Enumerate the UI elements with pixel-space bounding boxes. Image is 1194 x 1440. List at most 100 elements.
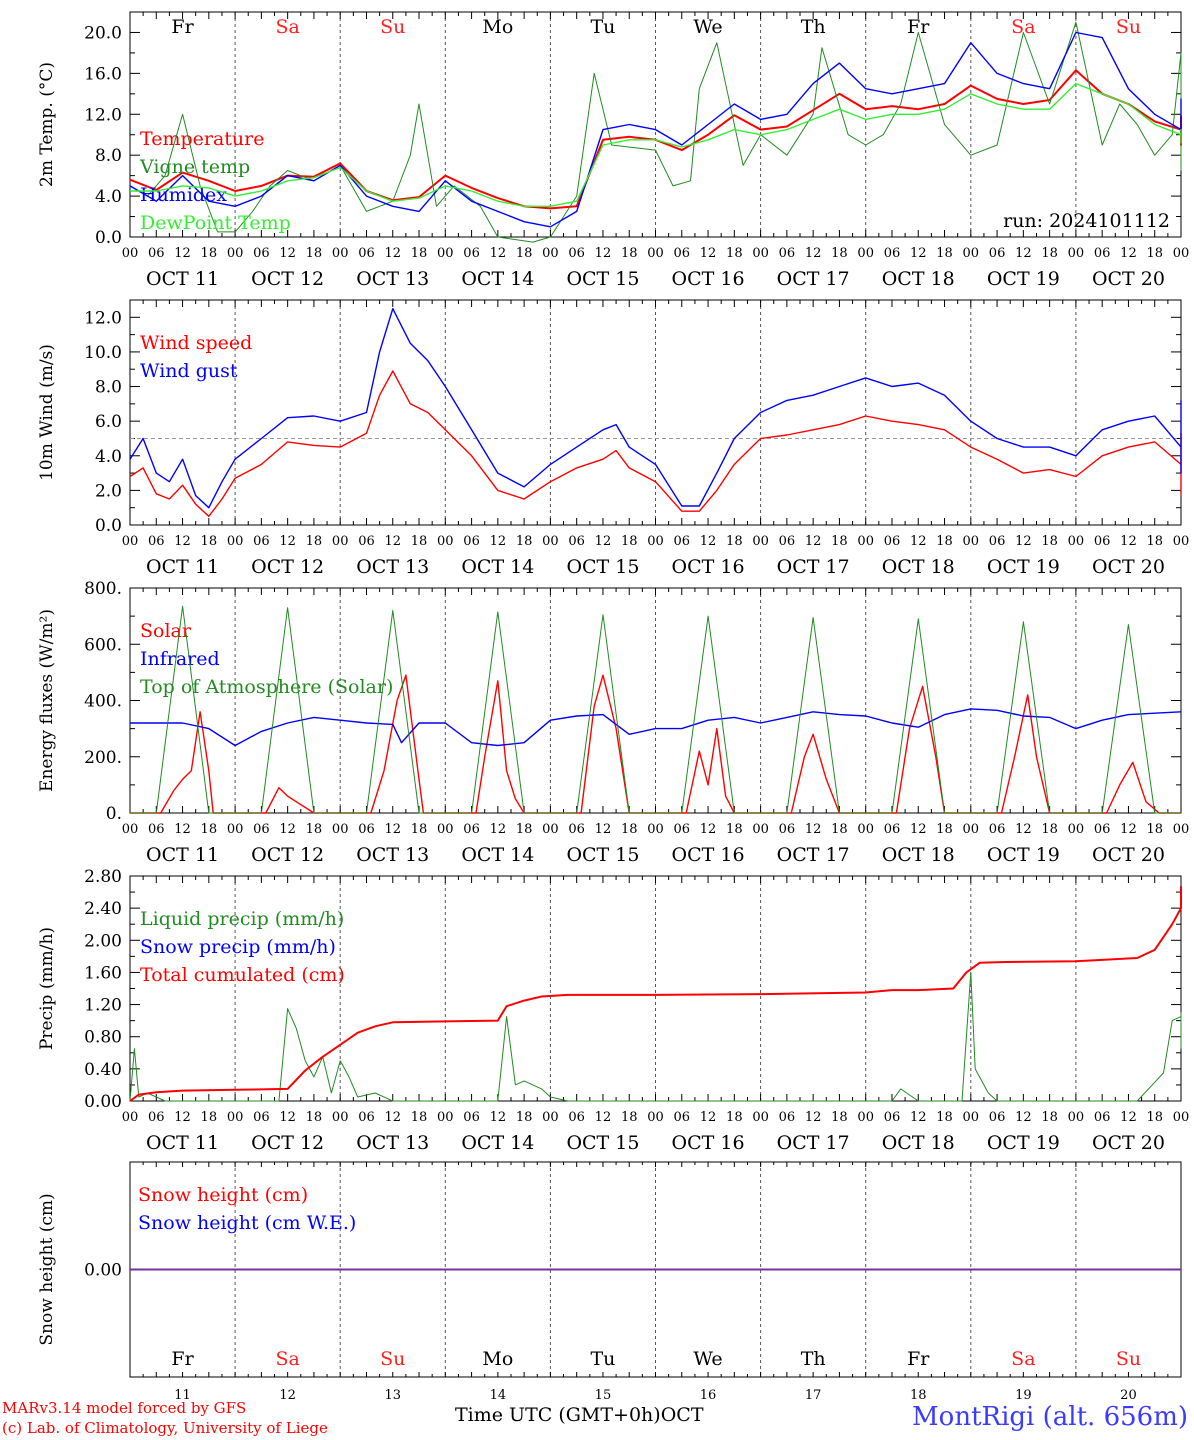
hour-tick-label: 18 xyxy=(411,1110,428,1125)
hour-tick-label: 12 xyxy=(595,534,612,549)
date-tick-label: OCT 17 xyxy=(777,268,850,290)
series-line xyxy=(129,69,1182,210)
y-tick-label: 1.60 xyxy=(84,963,122,983)
weekday-label: Mo xyxy=(482,16,513,38)
hour-tick-label: 12 xyxy=(910,822,927,837)
y-tick-label: 0.00 xyxy=(84,1092,122,1112)
hour-tick-label: 00 xyxy=(332,246,349,261)
weekday-label: Fr xyxy=(171,16,194,38)
legend-entry: Snow height (cm) xyxy=(138,1184,308,1206)
legend-entry: Temperature xyxy=(140,128,264,150)
hour-tick-label: 12 xyxy=(490,246,507,261)
hour-tick-label: 06 xyxy=(884,822,901,837)
y-tick-label: 6.0 xyxy=(95,412,122,432)
hour-tick-label: 12 xyxy=(174,822,191,837)
y-tick-label: 20.0 xyxy=(84,23,122,43)
weekday-label: Sa xyxy=(275,1348,299,1370)
series-line xyxy=(129,971,1182,1102)
hour-tick-label: 06 xyxy=(358,822,375,837)
hour-tick-label: 18 xyxy=(201,246,218,261)
hour-tick-label: 12 xyxy=(805,822,822,837)
hour-tick-label: 12 xyxy=(490,534,507,549)
hour-tick-label: 00 xyxy=(647,1110,664,1125)
hour-tick-label: 00 xyxy=(227,246,244,261)
plot-frame xyxy=(129,299,1182,526)
weekday-label: Fr xyxy=(907,1348,930,1370)
hour-tick-label: 06 xyxy=(568,534,585,549)
hour-tick-label: 00 xyxy=(332,1110,349,1125)
hour-tick-label: 00 xyxy=(542,534,559,549)
day-number-label: 11 xyxy=(174,1388,191,1403)
legend-entry: Vigne temp xyxy=(139,156,250,178)
hour-tick-label: 00 xyxy=(122,1110,139,1125)
date-tick-label: OCT 18 xyxy=(882,556,955,578)
hour-tick-label: 06 xyxy=(1094,822,1111,837)
date-tick-label: OCT 19 xyxy=(987,1132,1060,1154)
series-line xyxy=(130,708,1182,747)
date-tick-label: OCT 13 xyxy=(356,556,429,578)
date-tick-label: OCT 12 xyxy=(251,556,324,578)
hour-tick-label: 18 xyxy=(1041,822,1058,837)
y-axis-label: 2m Temp. (°C) xyxy=(37,62,57,187)
date-tick-label: OCT 20 xyxy=(1092,1132,1165,1154)
hour-tick-label: 00 xyxy=(1068,822,1085,837)
hour-tick-label: 18 xyxy=(1146,534,1163,549)
date-tick-label: OCT 15 xyxy=(566,268,639,290)
hour-tick-label: 00 xyxy=(542,1110,559,1125)
weekday-label: Fr xyxy=(907,16,930,38)
legend-entry: Snow height (cm W.E.) xyxy=(138,1212,356,1234)
date-tick-label: OCT 12 xyxy=(251,844,324,866)
hour-tick-label: 12 xyxy=(910,246,927,261)
hour-tick-label: 06 xyxy=(463,534,480,549)
hour-tick-label: 00 xyxy=(542,822,559,837)
y-tick-label: 2.40 xyxy=(84,899,122,919)
day-number-label: 17 xyxy=(805,1388,822,1403)
hour-tick-label: 12 xyxy=(490,1110,507,1125)
y-tick-label: 1.20 xyxy=(84,996,122,1016)
hour-tick-label: 12 xyxy=(174,1110,191,1125)
date-tick-label: OCT 14 xyxy=(461,556,534,578)
hour-tick-label: 00 xyxy=(227,1110,244,1125)
hour-tick-label: 18 xyxy=(1041,246,1058,261)
hour-tick-label: 00 xyxy=(647,534,664,549)
day-number-label: 12 xyxy=(279,1388,296,1403)
hour-tick-label: 06 xyxy=(884,534,901,549)
hour-tick-label: 06 xyxy=(674,246,691,261)
hour-tick-label: 06 xyxy=(253,1110,270,1125)
hour-tick-label: 00 xyxy=(1173,1110,1190,1125)
weekday-label: Th xyxy=(801,1348,826,1370)
hour-tick-label: 06 xyxy=(568,246,585,261)
hour-tick-label: 06 xyxy=(463,822,480,837)
hour-tick-label: 06 xyxy=(884,246,901,261)
legend-entry: Wind speed xyxy=(140,332,252,354)
date-tick-label: OCT 17 xyxy=(777,1132,850,1154)
y-axis-label: Precip (mm/h) xyxy=(37,927,57,1050)
day-number-label: 14 xyxy=(490,1388,507,1403)
month-label: OCT xyxy=(660,1404,704,1426)
date-tick-label: OCT 16 xyxy=(672,268,745,290)
hour-tick-label: 18 xyxy=(306,1110,323,1125)
hour-tick-label: 00 xyxy=(963,246,980,261)
hour-tick-label: 06 xyxy=(358,1110,375,1125)
hour-tick-label: 00 xyxy=(857,1110,874,1125)
hour-tick-label: 06 xyxy=(148,822,165,837)
hour-tick-label: 18 xyxy=(1146,822,1163,837)
hour-tick-label: 12 xyxy=(805,1110,822,1125)
hour-tick-label: 12 xyxy=(384,1110,401,1125)
hour-tick-label: 12 xyxy=(1120,246,1137,261)
hour-tick-label: 06 xyxy=(358,534,375,549)
hour-tick-label: 12 xyxy=(1120,1110,1137,1125)
hour-tick-label: 00 xyxy=(332,534,349,549)
hour-tick-label: 00 xyxy=(437,246,454,261)
y-tick-label: 16.0 xyxy=(84,64,122,84)
hour-tick-label: 18 xyxy=(516,1110,533,1125)
hour-tick-label: 18 xyxy=(726,246,743,261)
hour-tick-label: 00 xyxy=(963,822,980,837)
hour-tick-label: 18 xyxy=(726,534,743,549)
weekday-label: Tu xyxy=(590,1348,615,1370)
date-tick-label: OCT 20 xyxy=(1092,268,1165,290)
hour-tick-label: 18 xyxy=(726,1110,743,1125)
date-tick-label: OCT 14 xyxy=(461,268,534,290)
hour-tick-label: 12 xyxy=(805,534,822,549)
